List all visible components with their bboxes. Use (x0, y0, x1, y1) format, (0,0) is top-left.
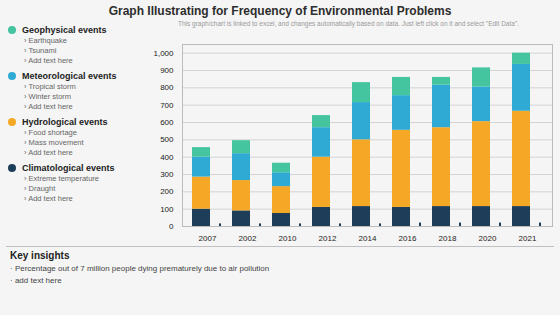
html-text:› Extreme temperature: › Extreme temperature (24, 174, 99, 183)
html-text:Meteorological events: Meteorological events (22, 71, 117, 81)
html-text:› Add text here: › Add text here (24, 194, 73, 203)
svg-text:300: 300 (160, 170, 174, 179)
html-text:Key insights: Key insights (10, 250, 70, 261)
html-text:› Add text here: › Add text here (24, 56, 73, 65)
svg-text:0: 0 (169, 222, 174, 231)
html-text:Graph Illustrating for Frequen: Graph Illustrating for Frequency of Envi… (108, 4, 452, 18)
svg-text:2018: 2018 (439, 234, 457, 243)
html-text:› Draught: › Draught (24, 184, 56, 193)
html-text:› Add text here: › Add text here (24, 148, 73, 157)
svg-text:1,000: 1,000 (153, 49, 174, 58)
svg-text:2020: 2020 (479, 234, 497, 243)
html-text:› Tropical storm: › Tropical storm (24, 82, 76, 91)
svg-text:2021: 2021 (519, 234, 537, 243)
svg-text:700: 700 (160, 101, 174, 110)
html-text:› Winter storm: › Winter storm (24, 92, 72, 101)
html-text:› Food shortage: › Food shortage (24, 128, 77, 137)
html-text:Hydrological events: Hydrological events (22, 117, 108, 127)
html-text:› Tsunami: › Tsunami (24, 46, 57, 55)
svg-text:2007: 2007 (199, 234, 217, 243)
html-text:› Mass movement: › Mass movement (24, 138, 84, 147)
svg-text:2012: 2012 (319, 234, 337, 243)
svg-text:600: 600 (160, 118, 174, 127)
svg-text:400: 400 (160, 153, 174, 162)
svg-text:2002: 2002 (239, 234, 257, 243)
svg-text:2016: 2016 (399, 234, 417, 243)
html-text:· add text here: · add text here (10, 276, 62, 285)
svg-text:900: 900 (160, 66, 174, 75)
svg-text:200: 200 (160, 187, 174, 196)
svg-text:2010: 2010 (279, 234, 297, 243)
html-text:Geophysical events: Geophysical events (22, 25, 107, 35)
svg-text:500: 500 (160, 135, 174, 144)
svg-text:800: 800 (160, 83, 174, 92)
html-text:› Add text here: › Add text here (24, 102, 73, 111)
html-text:› Earthquake: › Earthquake (24, 36, 67, 45)
svg-text:100: 100 (160, 205, 174, 214)
html-text:Climatological events: Climatological events (22, 163, 115, 173)
html-text:This graph/chart is linked to: This graph/chart is linked to excel, and… (178, 20, 519, 27)
html-text:· Percentage out of 7 million: · Percentage out of 7 million people dyi… (10, 264, 270, 273)
svg-text:2014: 2014 (359, 234, 377, 243)
